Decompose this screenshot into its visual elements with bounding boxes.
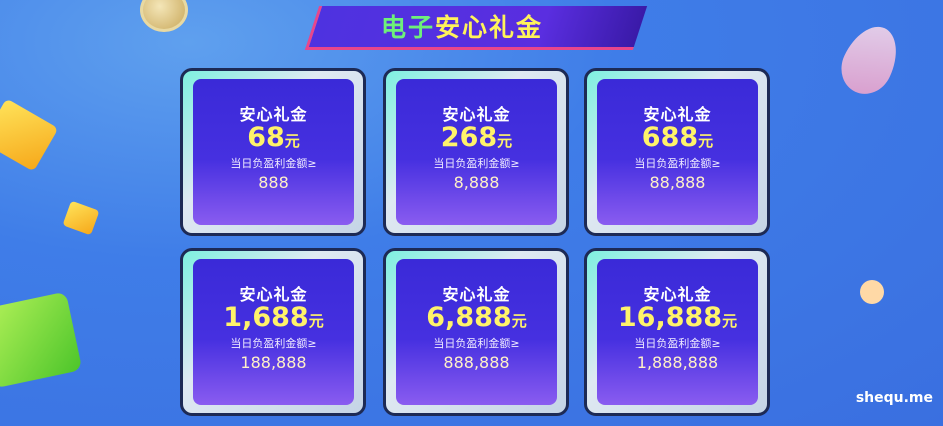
card-inner: 安心礼金 268元 当日负盈利金额≥ 8,888 (396, 79, 557, 225)
card-title: 安心礼金 (239, 285, 308, 304)
amount-unit: 元 (722, 312, 738, 330)
bonus-card: 安心礼金 268元 当日负盈利金额≥ 8,888 (383, 68, 569, 236)
card-inner: 安心礼金 1,688元 当日负盈利金额≥ 188,888 (193, 259, 354, 405)
card-amount: 1,688元 (193, 303, 354, 333)
bonus-card: 安心礼金 68元 当日负盈利金额≥ 888 (180, 68, 366, 236)
page-title: 电子安心礼金 (312, 6, 612, 50)
amount-unit: 元 (308, 312, 324, 330)
card-title: 安心礼金 (643, 105, 712, 124)
card-title: 安心礼金 (239, 105, 308, 124)
green-cube-decoration (0, 291, 83, 389)
card-condition: 当日负盈利金额≥ (433, 157, 520, 170)
card-threshold: 88,888 (649, 173, 706, 192)
card-amount: 16,888元 (597, 303, 758, 333)
amount-unit: 元 (698, 132, 714, 150)
card-amount: 6,888元 (396, 303, 557, 333)
card-amount: 688元 (597, 123, 758, 153)
amount-value: 268 (440, 122, 498, 153)
bonus-card: 安心礼金 16,888元 当日负盈利金额≥ 1,888,888 (584, 248, 770, 416)
amount-value: 688 (641, 122, 699, 153)
card-condition: 当日负盈利金额≥ (634, 337, 721, 350)
card-title: 安心礼金 (442, 105, 511, 124)
card-inner: 安心礼金 688元 当日负盈利金额≥ 88,888 (597, 79, 758, 225)
title-green-part: 电子 (380, 13, 435, 42)
title-yellow-part: 安心礼金 (435, 13, 544, 42)
card-title: 安心礼金 (442, 285, 511, 304)
card-inner: 安心礼金 16,888元 当日负盈利金额≥ 1,888,888 (597, 259, 758, 405)
card-threshold: 8,888 (453, 173, 500, 192)
card-amount: 268元 (396, 123, 557, 153)
bonus-card: 安心礼金 1,688元 当日负盈利金额≥ 188,888 (180, 248, 366, 416)
amount-value: 16,888 (617, 302, 723, 333)
amount-unit: 元 (497, 132, 513, 150)
card-threshold: 888,888 (443, 353, 510, 372)
amount-value: 6,888 (426, 302, 512, 333)
card-inner: 安心礼金 68元 当日负盈利金额≥ 888 (193, 79, 354, 225)
card-condition: 当日负盈利金额≥ (230, 157, 317, 170)
watermark: shequ.me (855, 390, 933, 406)
card-threshold: 188,888 (240, 353, 307, 372)
card-condition: 当日负盈利金额≥ (634, 157, 721, 170)
card-title: 安心礼金 (643, 285, 712, 304)
yellow-cube-decoration (0, 98, 59, 172)
amount-value: 1,688 (223, 302, 309, 333)
card-amount: 68元 (193, 123, 354, 153)
bonus-card: 安心礼金 688元 当日负盈利金额≥ 88,888 (584, 68, 770, 236)
petal-decoration (832, 17, 908, 103)
bonus-card: 安心礼金 6,888元 当日负盈利金额≥ 888,888 (383, 248, 569, 416)
amount-unit: 元 (511, 312, 527, 330)
card-condition: 当日负盈利金额≥ (433, 337, 520, 350)
ball-decoration (860, 280, 884, 304)
card-threshold: 888 (258, 173, 289, 192)
amount-value: 68 (247, 122, 285, 153)
card-condition: 当日负盈利金额≥ (230, 337, 317, 350)
yellow-cube-decoration (62, 200, 100, 236)
card-threshold: 1,888,888 (636, 353, 719, 372)
amount-unit: 元 (284, 132, 300, 150)
card-inner: 安心礼金 6,888元 当日负盈利金额≥ 888,888 (396, 259, 557, 405)
coin-decoration (140, 0, 188, 32)
